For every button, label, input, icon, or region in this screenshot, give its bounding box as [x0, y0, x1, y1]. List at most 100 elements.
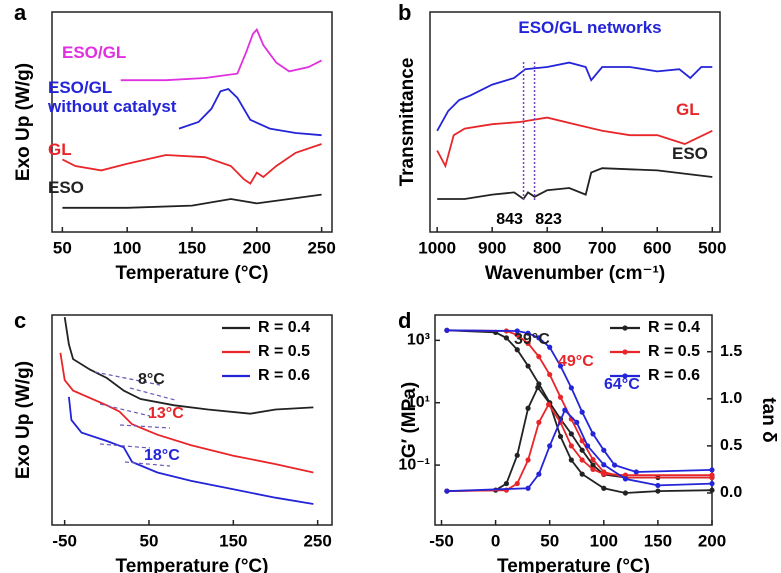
x-tick-label: 500	[698, 238, 726, 257]
y2-tick-label: 0.0	[720, 484, 742, 501]
point-marker	[525, 330, 531, 336]
y2-tick-label: 1.5	[720, 343, 742, 360]
series-line	[68, 396, 314, 505]
point-marker	[622, 472, 629, 478]
point-marker	[536, 354, 542, 360]
x-tick-label: 150	[178, 238, 206, 257]
x-tick-label: 0	[491, 531, 500, 550]
y-tick-label: 10⁻¹	[398, 456, 430, 473]
legend-label: R = 0.5	[648, 343, 700, 360]
legend-marker	[622, 373, 628, 379]
series-line	[62, 193, 322, 209]
point-marker	[547, 443, 553, 449]
x-tick-label: 200	[698, 531, 726, 550]
series-line	[120, 27, 323, 82]
tangent-line	[99, 403, 151, 417]
series-line	[446, 385, 713, 494]
x-axis-title: Temperature (°C)	[497, 556, 650, 573]
x-tick-label: 50	[53, 238, 72, 257]
series-line	[63, 316, 314, 415]
plot-frame	[51, 314, 333, 526]
point-marker	[709, 472, 715, 478]
point-marker	[709, 467, 715, 473]
point-marker	[525, 340, 531, 346]
panel-label: c	[14, 308, 26, 333]
point-marker	[709, 480, 715, 487]
panel-label: b	[398, 0, 411, 25]
annotation: 8°C	[138, 371, 165, 388]
point-marker	[574, 419, 580, 425]
x-tick-label: 800	[533, 238, 561, 257]
point-marker	[709, 487, 715, 493]
annotation: 823	[535, 211, 562, 228]
point-marker	[547, 344, 553, 350]
legend-label: R = 0.4	[258, 319, 310, 336]
tangent-line	[119, 424, 171, 429]
series-label: ESO/GL without catalyst	[48, 78, 177, 116]
y-axis-title: Exo Up (W/g)	[13, 361, 34, 479]
point-marker	[525, 457, 531, 463]
point-marker	[546, 401, 552, 408]
annotation: 13°C	[148, 405, 184, 422]
y-axis-title: Transmittance	[397, 58, 418, 187]
point-marker	[601, 447, 607, 453]
x-axis-title: Wavenumber (cm⁻¹)	[485, 263, 665, 284]
y-tick-label: 10³	[407, 332, 430, 349]
point-marker	[655, 482, 661, 489]
point-marker	[536, 419, 542, 425]
point-marker	[579, 409, 585, 415]
point-marker	[590, 457, 596, 463]
point-marker	[568, 443, 574, 449]
point-marker	[557, 433, 564, 440]
point-marker	[536, 471, 542, 477]
x-tick-label: -50	[429, 531, 454, 550]
annotation: 18°C	[144, 447, 180, 464]
plot-frame	[429, 11, 721, 233]
point-marker	[557, 394, 564, 400]
y-axis-title: G′ (MPa)	[399, 382, 420, 458]
point-marker	[579, 438, 585, 444]
point-marker	[568, 431, 574, 437]
series-line	[446, 408, 713, 492]
series-label: ESO	[48, 178, 84, 197]
x-tick-label: 150	[219, 531, 247, 550]
series-line	[178, 87, 322, 137]
point-marker	[590, 466, 596, 473]
x-tick-label: -50	[52, 531, 77, 550]
x-tick-label: 250	[303, 531, 331, 550]
x-tick-label: 100	[590, 531, 618, 550]
y-tick-label: 10¹	[407, 394, 430, 411]
point-marker	[655, 488, 661, 494]
x-tick-label: 900	[478, 238, 506, 257]
x-tick-label: 200	[243, 238, 271, 257]
point-marker	[514, 332, 520, 338]
point-marker	[579, 471, 585, 477]
tangent-line	[99, 443, 151, 449]
legend-label: R = 0.4	[648, 319, 700, 336]
point-marker	[547, 371, 553, 378]
legend-marker	[622, 349, 628, 355]
x-axis-title: Temperature (°C)	[116, 556, 269, 573]
x-tick-label: 250	[307, 238, 335, 257]
point-marker	[525, 485, 531, 491]
series-line	[436, 116, 713, 169]
y2-tick-label: 1.0	[720, 390, 742, 407]
point-marker	[514, 452, 520, 458]
y2-axis-title: tan δ	[758, 397, 779, 442]
x-tick-label: 700	[588, 238, 616, 257]
x-tick-label: 100	[113, 238, 141, 257]
x-tick-label: 150	[644, 531, 672, 550]
annotation: 39°C	[514, 331, 550, 348]
point-marker	[622, 490, 629, 496]
point-marker	[503, 480, 510, 487]
panel-label: a	[14, 0, 27, 25]
point-marker	[590, 431, 596, 437]
y2-tick-label: 0.5	[720, 437, 742, 454]
point-marker	[612, 462, 618, 468]
series-label: ESO/GL networks	[518, 18, 662, 37]
point-marker	[503, 335, 510, 341]
point-marker	[568, 385, 574, 391]
point-marker	[557, 363, 564, 369]
